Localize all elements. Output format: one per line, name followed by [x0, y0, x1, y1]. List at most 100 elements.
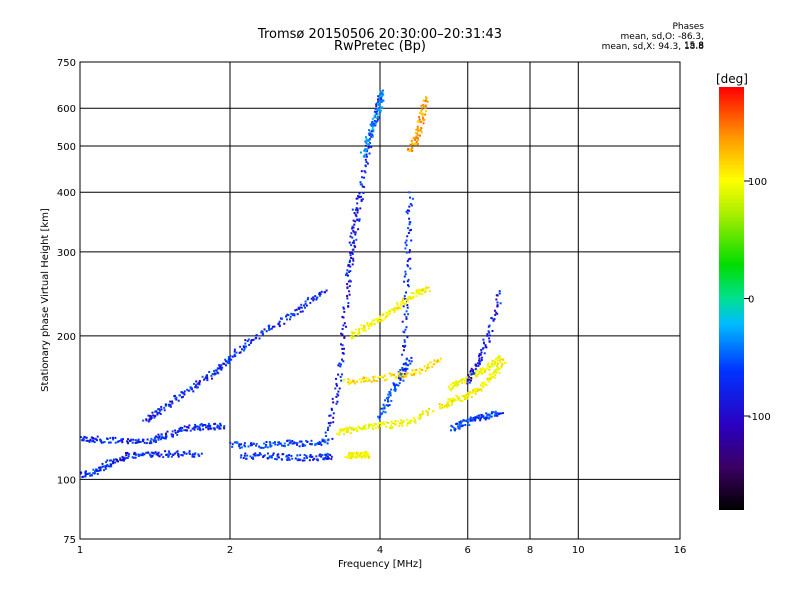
data-point — [385, 397, 388, 399]
data-point — [378, 416, 381, 418]
data-point — [499, 361, 502, 364]
data-point — [371, 130, 374, 133]
data-point — [373, 115, 376, 118]
data-point — [142, 438, 145, 441]
data-point — [406, 367, 409, 370]
data-point — [450, 429, 452, 432]
data-point — [364, 424, 367, 427]
data-point — [86, 473, 89, 475]
data-point — [195, 384, 198, 387]
data-point — [497, 357, 499, 360]
data-point — [410, 374, 413, 377]
data-point — [310, 443, 313, 446]
data-point — [345, 272, 348, 275]
data-point — [493, 360, 496, 362]
data-point — [420, 110, 423, 112]
data-point — [365, 453, 368, 456]
data-point — [193, 428, 196, 431]
data-point — [392, 383, 395, 386]
data-point — [152, 414, 155, 417]
data-point — [410, 419, 413, 422]
data-point — [367, 145, 370, 148]
data-point — [461, 424, 464, 427]
data-point — [191, 455, 194, 458]
data-point — [331, 408, 333, 411]
data-point — [361, 427, 364, 430]
data-point — [369, 142, 372, 144]
data-point — [351, 332, 354, 335]
data-point — [356, 218, 359, 221]
data-point — [296, 454, 299, 457]
data-point — [158, 411, 161, 414]
data-point — [157, 408, 160, 411]
data-point — [371, 125, 374, 128]
data-point — [358, 192, 361, 195]
data-point — [112, 438, 115, 441]
data-point — [478, 388, 480, 391]
data-point — [260, 446, 263, 449]
data-point — [194, 426, 197, 429]
data-point — [422, 99, 425, 102]
data-point — [407, 149, 409, 152]
y-tick-label: 750 — [57, 58, 76, 69]
data-point — [225, 360, 227, 363]
data-point — [211, 377, 213, 380]
data-point — [233, 350, 236, 353]
data-point — [456, 396, 459, 399]
data-point — [488, 340, 491, 343]
data-point — [493, 363, 496, 366]
data-point — [418, 292, 421, 295]
data-point — [415, 294, 418, 297]
data-point — [407, 295, 410, 298]
data-point — [281, 444, 284, 447]
data-point — [306, 440, 309, 443]
data-point — [82, 439, 85, 442]
data-point — [413, 373, 415, 376]
data-point — [371, 120, 374, 123]
data-point — [376, 320, 379, 323]
data-point — [353, 223, 356, 226]
data-point — [446, 406, 449, 409]
data-point — [285, 315, 288, 318]
data-point — [493, 376, 496, 379]
data-point — [363, 170, 366, 172]
data-point — [277, 322, 280, 325]
data-point — [456, 385, 459, 388]
data-point — [377, 376, 380, 379]
data-point — [216, 371, 219, 374]
data-point — [160, 453, 163, 456]
data-point — [321, 454, 324, 456]
data-point — [404, 247, 407, 250]
data-point — [476, 373, 478, 376]
data-point — [255, 442, 258, 445]
data-point — [472, 369, 475, 372]
data-point — [446, 402, 449, 405]
data-point — [148, 418, 151, 421]
data-point — [318, 454, 321, 457]
data-point — [288, 454, 291, 457]
data-point — [170, 455, 173, 458]
data-point — [360, 200, 363, 203]
data-point — [149, 417, 152, 420]
data-point — [496, 305, 499, 307]
data-point — [160, 438, 162, 441]
data-point — [178, 394, 181, 397]
data-point — [447, 398, 450, 401]
data-point — [425, 409, 428, 412]
data-point — [494, 410, 497, 413]
data-point — [233, 348, 236, 351]
data-point — [228, 362, 230, 365]
data-point — [248, 343, 251, 346]
data-point — [194, 386, 197, 389]
data-point — [389, 427, 392, 429]
data-point — [207, 422, 210, 425]
data-point — [395, 308, 398, 311]
data-point — [469, 375, 472, 378]
data-point — [294, 457, 297, 460]
data-point — [269, 443, 272, 446]
data-point — [270, 444, 273, 447]
data-point — [410, 139, 413, 142]
data-point — [463, 379, 466, 382]
data-point — [407, 285, 410, 288]
data-point — [206, 377, 209, 380]
